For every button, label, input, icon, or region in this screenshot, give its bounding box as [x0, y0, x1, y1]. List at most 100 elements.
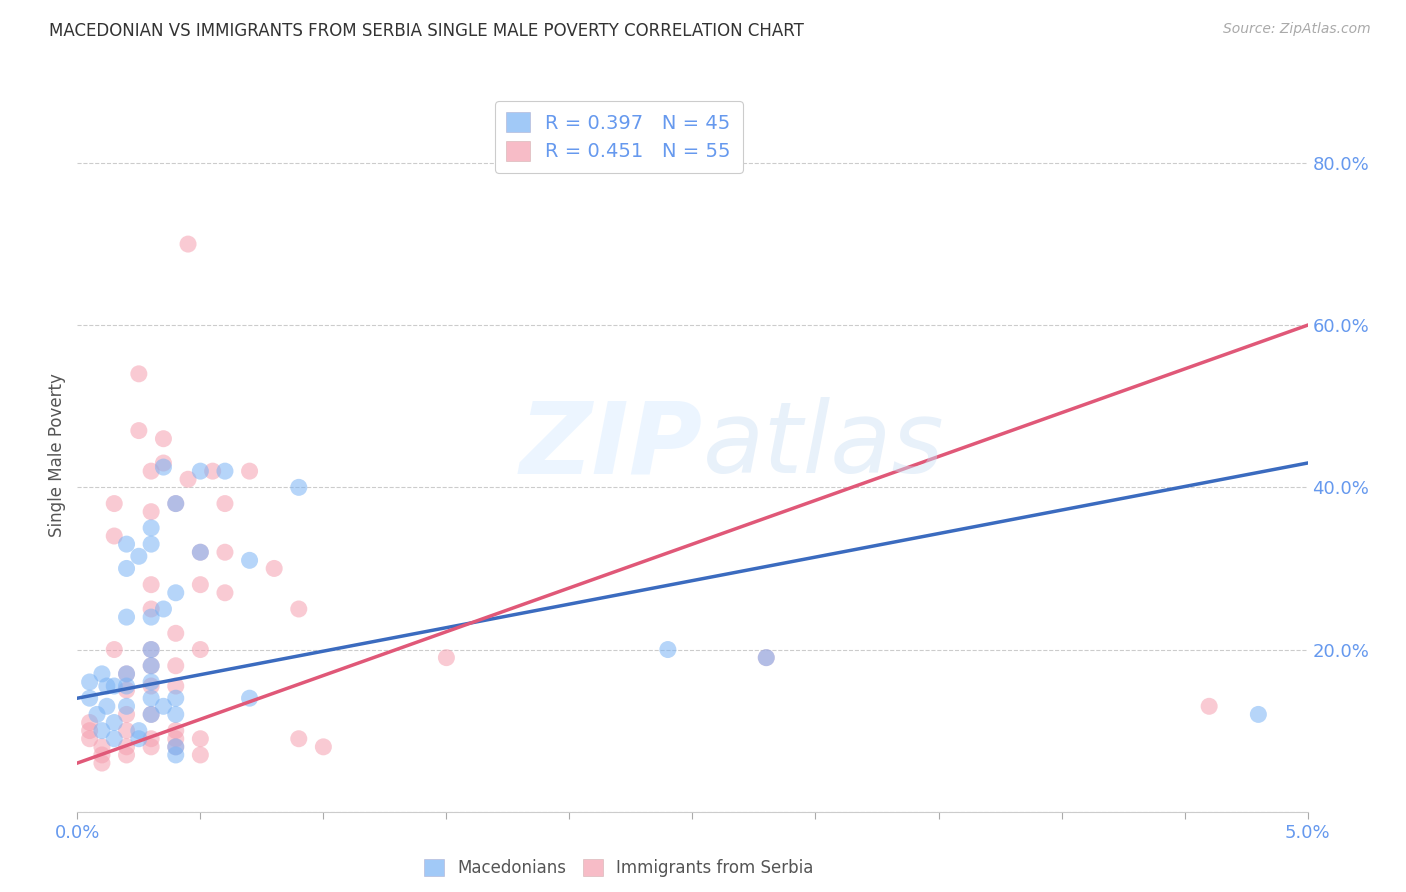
Point [152, 699, 174, 714]
Legend: Macedonians, Immigrants from Serbia: Macedonians, Immigrants from Serbia [415, 851, 823, 886]
Point [214, 497, 236, 511]
Point [152, 460, 174, 475]
Point [177, 472, 200, 486]
Point [115, 739, 138, 754]
Point [79, 731, 101, 746]
Point [312, 739, 335, 754]
Point [90, 739, 114, 754]
Point [1198, 699, 1220, 714]
Point [214, 545, 236, 559]
Point [141, 537, 163, 551]
Text: ZIP: ZIP [520, 398, 703, 494]
Point [103, 529, 125, 543]
Point [115, 723, 138, 738]
Text: atlas: atlas [703, 398, 945, 494]
Point [141, 691, 163, 706]
Point [96, 679, 118, 693]
Point [79, 715, 101, 730]
Point [657, 642, 679, 657]
Point [165, 497, 187, 511]
Point [188, 464, 212, 478]
Point [115, 683, 138, 698]
Point [115, 610, 138, 624]
Point [103, 679, 125, 693]
Point [165, 691, 187, 706]
Point [128, 549, 150, 564]
Point [436, 650, 458, 665]
Point [141, 679, 163, 693]
Point [188, 545, 212, 559]
Point [288, 731, 311, 746]
Point [79, 723, 101, 738]
Point [141, 642, 163, 657]
Point [86, 707, 108, 722]
Point [755, 650, 778, 665]
Point [141, 739, 163, 754]
Point [188, 577, 212, 591]
Point [128, 731, 150, 746]
Point [141, 464, 163, 478]
Point [1247, 707, 1270, 722]
Point [152, 432, 174, 446]
Point [115, 679, 138, 693]
Point [239, 691, 262, 706]
Point [152, 456, 174, 470]
Point [165, 626, 187, 640]
Point [128, 723, 150, 738]
Point [103, 497, 125, 511]
Point [96, 699, 118, 714]
Point [141, 675, 163, 690]
Point [263, 561, 285, 575]
Point [141, 707, 163, 722]
Point [103, 642, 125, 657]
Point [165, 586, 187, 600]
Point [188, 747, 212, 762]
Point [115, 747, 138, 762]
Point [165, 679, 187, 693]
Point [90, 723, 114, 738]
Point [165, 747, 187, 762]
Point [188, 642, 212, 657]
Point [141, 602, 163, 616]
Point [141, 577, 163, 591]
Point [288, 602, 311, 616]
Point [165, 739, 187, 754]
Point [79, 691, 101, 706]
Point [128, 367, 150, 381]
Point [165, 731, 187, 746]
Point [141, 505, 163, 519]
Point [239, 464, 262, 478]
Point [177, 237, 200, 252]
Point [755, 650, 778, 665]
Point [141, 658, 163, 673]
Point [188, 545, 212, 559]
Point [239, 553, 262, 567]
Text: Source: ZipAtlas.com: Source: ZipAtlas.com [1223, 22, 1371, 37]
Point [165, 658, 187, 673]
Point [152, 602, 174, 616]
Point [188, 731, 212, 746]
Point [115, 666, 138, 681]
Point [90, 666, 114, 681]
Point [141, 707, 163, 722]
Point [288, 480, 311, 494]
Point [214, 464, 236, 478]
Point [165, 739, 187, 754]
Point [141, 642, 163, 657]
Point [128, 424, 150, 438]
Point [103, 715, 125, 730]
Text: MACEDONIAN VS IMMIGRANTS FROM SERBIA SINGLE MALE POVERTY CORRELATION CHART: MACEDONIAN VS IMMIGRANTS FROM SERBIA SIN… [49, 22, 804, 40]
Point [90, 747, 114, 762]
Point [141, 731, 163, 746]
Point [115, 666, 138, 681]
Point [141, 610, 163, 624]
Point [214, 586, 236, 600]
Point [115, 561, 138, 575]
Point [79, 675, 101, 690]
Point [165, 707, 187, 722]
Point [141, 658, 163, 673]
Point [115, 699, 138, 714]
Point [103, 731, 125, 746]
Point [115, 537, 138, 551]
Point [115, 707, 138, 722]
